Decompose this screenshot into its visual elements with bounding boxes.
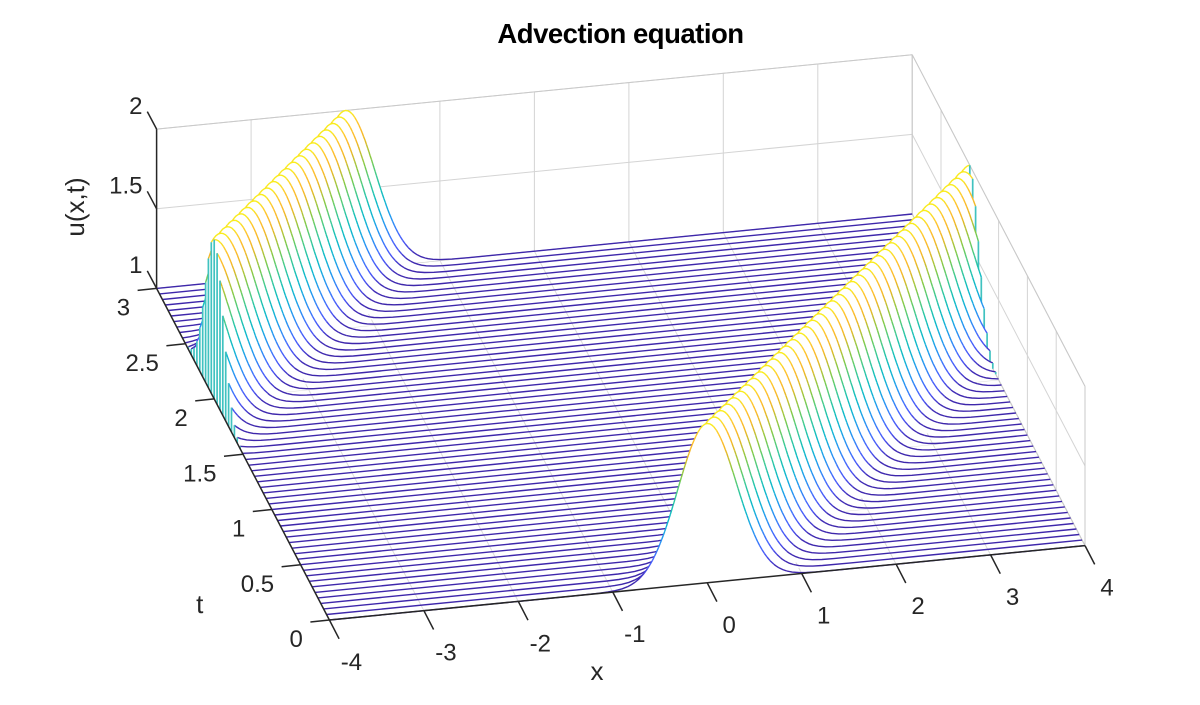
svg-text:1: 1 — [232, 516, 245, 543]
svg-text:1: 1 — [129, 252, 142, 279]
svg-text:2: 2 — [174, 405, 187, 432]
svg-text:2: 2 — [911, 593, 924, 620]
svg-text:2.5: 2.5 — [126, 350, 159, 377]
svg-text:3: 3 — [1006, 584, 1019, 611]
svg-text:1: 1 — [817, 603, 830, 630]
svg-text:1.5: 1.5 — [109, 173, 142, 200]
svg-text:0.5: 0.5 — [241, 571, 274, 598]
svg-text:-4: -4 — [341, 649, 362, 676]
svg-text:Advection equation: Advection equation — [497, 18, 743, 49]
svg-text:3: 3 — [117, 295, 130, 322]
svg-text:1.5: 1.5 — [183, 460, 216, 487]
svg-text:x: x — [591, 656, 604, 686]
svg-text:-3: -3 — [435, 640, 456, 667]
svg-text:0: 0 — [290, 626, 303, 653]
svg-text:-1: -1 — [624, 621, 645, 648]
svg-text:t: t — [196, 589, 204, 619]
svg-text:u(x,t): u(x,t) — [60, 177, 90, 236]
svg-text:4: 4 — [1100, 575, 1113, 602]
svg-text:2: 2 — [129, 93, 142, 120]
svg-text:0: 0 — [723, 612, 736, 639]
svg-text:-2: -2 — [530, 630, 551, 657]
